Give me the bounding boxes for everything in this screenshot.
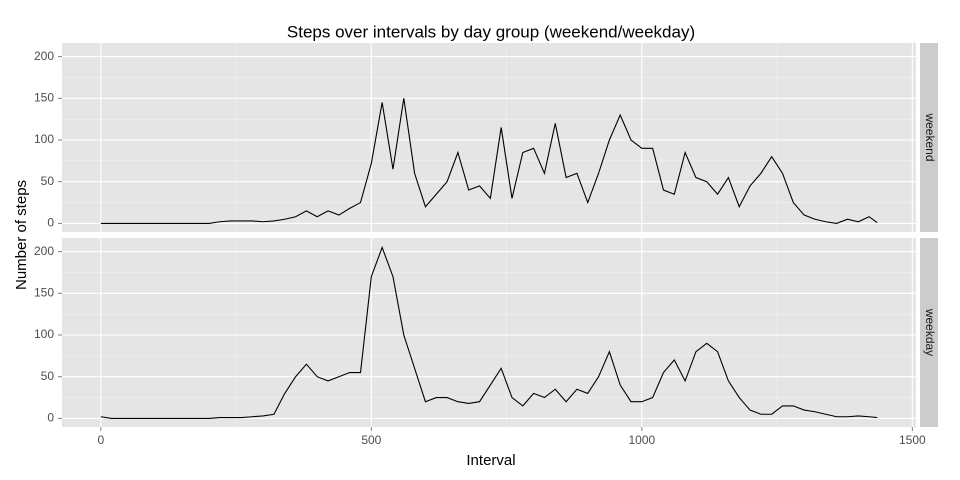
- line-series: [100, 245, 878, 419]
- y-tick-label: 0: [47, 411, 54, 425]
- y-tick-label: 50: [41, 174, 55, 188]
- x-tick-label: 1000: [628, 433, 655, 447]
- x-tick-label: 0: [97, 433, 104, 447]
- x-tick-label: 500: [361, 433, 381, 447]
- y-tick-label: 50: [41, 369, 55, 383]
- panel-background: [62, 43, 916, 232]
- x-axis-label: Interval: [466, 452, 515, 469]
- facet-label: weekend: [923, 112, 937, 161]
- y-axis-label: Number of steps: [13, 180, 30, 290]
- facet-strip: [920, 238, 938, 427]
- y-tick-label: 200: [34, 49, 54, 63]
- y-tick-label: 0: [47, 216, 54, 230]
- line-series: [100, 98, 878, 224]
- y-tick-label: 100: [34, 327, 54, 341]
- panel-background: [62, 238, 916, 427]
- facet-label: weekday: [923, 308, 937, 356]
- y-tick-label: 150: [34, 285, 54, 299]
- chart-title: Steps over intervals by day group (weeke…: [287, 22, 695, 41]
- y-tick-label: 200: [34, 244, 54, 258]
- facet-strip: [920, 43, 938, 232]
- y-tick-label: 100: [34, 132, 54, 146]
- x-tick-label: 1500: [899, 433, 926, 447]
- y-tick-label: 150: [34, 90, 54, 104]
